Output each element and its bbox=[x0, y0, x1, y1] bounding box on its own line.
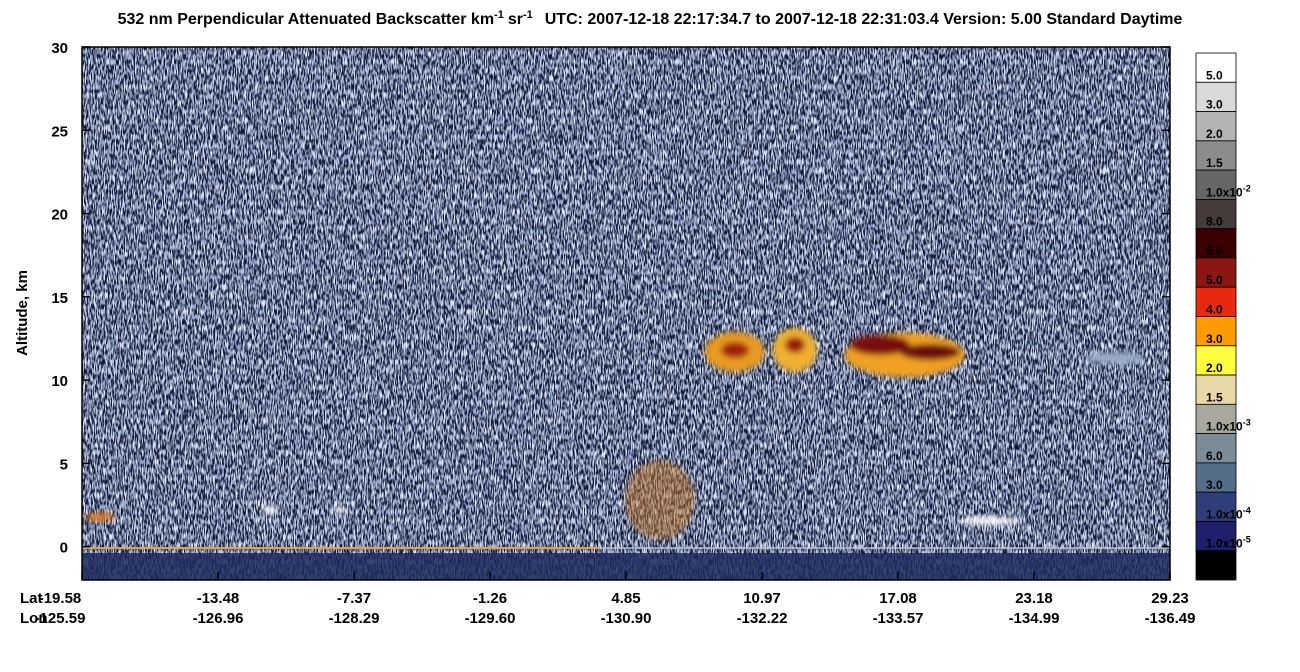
colorbar-swatch bbox=[1195, 316, 1237, 347]
x-row-label: Lat bbox=[20, 590, 43, 607]
lon-label: -133.57 bbox=[873, 610, 924, 627]
colorbar-label: 3.0 bbox=[1206, 98, 1223, 112]
lat-label: 17.08 bbox=[879, 590, 917, 607]
y-tick-label: 15 bbox=[51, 290, 68, 307]
colorbar-label: 8.0 bbox=[1206, 215, 1223, 229]
colorbar-label: 3.0 bbox=[1206, 478, 1223, 492]
lon-label: -128.29 bbox=[329, 610, 380, 627]
x-row-label: Lon bbox=[20, 610, 48, 627]
colorbar-label-text: 5.0 bbox=[1206, 68, 1223, 82]
colorbar-label: 6.0 bbox=[1206, 449, 1223, 463]
colorbar-swatch bbox=[1195, 462, 1237, 493]
colorbar-label-text: 4.0 bbox=[1206, 303, 1223, 317]
lat-label: 23.18 bbox=[1015, 590, 1053, 607]
colorbar-label: 5.0 bbox=[1206, 68, 1223, 82]
colorbar-label: 5.0 bbox=[1206, 273, 1223, 287]
colorbar-swatch bbox=[1195, 228, 1237, 259]
colorbar-label-text: 1.0x10 bbox=[1206, 507, 1243, 521]
lon-label: -129.60 bbox=[465, 610, 516, 627]
lon-label: -136.49 bbox=[1145, 610, 1196, 627]
colorbar-label: 2.0 bbox=[1206, 127, 1223, 141]
colorbar-label-text: 6.0 bbox=[1206, 449, 1223, 463]
colorbar-swatch bbox=[1195, 257, 1237, 288]
title-exponent: -1 bbox=[494, 9, 504, 21]
colorbar-label-text: 3.0 bbox=[1206, 332, 1223, 346]
colorbar-swatch bbox=[1195, 111, 1237, 142]
y-tick-label: 10 bbox=[51, 373, 68, 390]
colorbar-label-text: 6.0 bbox=[1206, 244, 1223, 258]
colorbar-label: 1.5 bbox=[1206, 390, 1223, 404]
colorbar-label: 1.0x10-3 bbox=[1206, 418, 1251, 434]
colorbar-label-exponent: -3 bbox=[1243, 418, 1251, 428]
colorbar-label-exponent: -4 bbox=[1243, 505, 1251, 515]
y-tick-label: 5 bbox=[60, 456, 68, 473]
colorbar-swatch bbox=[1195, 169, 1237, 200]
colorbar-swatch bbox=[1195, 286, 1237, 317]
colorbar-label: 1.0x10-2 bbox=[1206, 183, 1251, 199]
colorbar-swatch bbox=[1195, 140, 1237, 171]
colorbar-label-exponent: -2 bbox=[1243, 183, 1251, 193]
chart-title: 532 nm Perpendicular Attenuated Backscat… bbox=[118, 9, 1183, 28]
lon-label: -125.59 bbox=[35, 610, 86, 627]
colorbar-label: 1.0x10-5 bbox=[1206, 535, 1251, 551]
colorbar-label-text: 2.0 bbox=[1206, 361, 1223, 375]
colorbar-label: 2.0 bbox=[1206, 361, 1223, 375]
colorbar-label-text: 1.0x10 bbox=[1206, 537, 1243, 551]
colorbar-label-text: 3.0 bbox=[1206, 98, 1223, 112]
lat-label: -19.58 bbox=[39, 590, 82, 607]
colorbar-label-text: 1.5 bbox=[1206, 156, 1223, 170]
colorbar-label-text: 5.0 bbox=[1206, 273, 1223, 287]
y-tick-label: 30 bbox=[51, 40, 68, 57]
title-text: 532 nm Perpendicular Attenuated Backscat… bbox=[118, 11, 494, 28]
colorbar-swatch bbox=[1195, 374, 1237, 405]
y-tick-label: 0 bbox=[60, 540, 68, 557]
colorbar-swatch bbox=[1195, 491, 1237, 522]
lon-label: -130.90 bbox=[601, 610, 652, 627]
colorbar-swatch bbox=[1195, 550, 1237, 581]
lat-label: -7.37 bbox=[337, 590, 371, 607]
colorbar-swatch bbox=[1195, 521, 1237, 552]
colorbar-swatch bbox=[1195, 81, 1237, 112]
colorbar-label-text: 1.5 bbox=[1206, 390, 1223, 404]
lat-label: 10.97 bbox=[743, 590, 781, 607]
colorbar-swatch bbox=[1195, 52, 1237, 83]
lat-label: 29.23 bbox=[1151, 590, 1189, 607]
lat-label: 4.85 bbox=[611, 590, 640, 607]
backscatter-field bbox=[82, 47, 1170, 580]
colorbar-label-text: 8.0 bbox=[1206, 215, 1223, 229]
lat-label: -1.26 bbox=[473, 590, 507, 607]
colorbar-label-exponent: -5 bbox=[1243, 535, 1251, 545]
colorbar-label-text: 3.0 bbox=[1206, 478, 1223, 492]
lon-label: -134.99 bbox=[1009, 610, 1060, 627]
title-info: UTC: 2007-12-18 22:17:34.7 to 2007-12-18… bbox=[545, 11, 1183, 28]
colorbar-label-text: 1.0x10 bbox=[1206, 420, 1243, 434]
title-unit: sr bbox=[508, 11, 523, 28]
colorbar-label: 1.5 bbox=[1206, 156, 1223, 170]
colorbar-label: 6.0 bbox=[1206, 244, 1223, 258]
lat-label: -13.48 bbox=[197, 590, 240, 607]
colorbar-label: 1.0x10-4 bbox=[1206, 505, 1251, 521]
y-tick-label: 25 bbox=[51, 123, 68, 140]
y-tick-label: 20 bbox=[51, 207, 68, 224]
colorbar-label: 3.0 bbox=[1206, 332, 1223, 346]
colorbar-label-text: 2.0 bbox=[1206, 127, 1223, 141]
colorbar-swatch bbox=[1195, 345, 1237, 376]
colorbar-label: 4.0 bbox=[1206, 303, 1223, 317]
title-exponent: -1 bbox=[523, 9, 533, 21]
lon-label: -126.96 bbox=[193, 610, 244, 627]
colorbar-label-text: 1.0x10 bbox=[1206, 185, 1243, 199]
lon-label: -132.22 bbox=[737, 610, 788, 627]
y-axis-label: Altitude, km bbox=[14, 270, 31, 356]
colorbar-swatch bbox=[1195, 198, 1237, 230]
